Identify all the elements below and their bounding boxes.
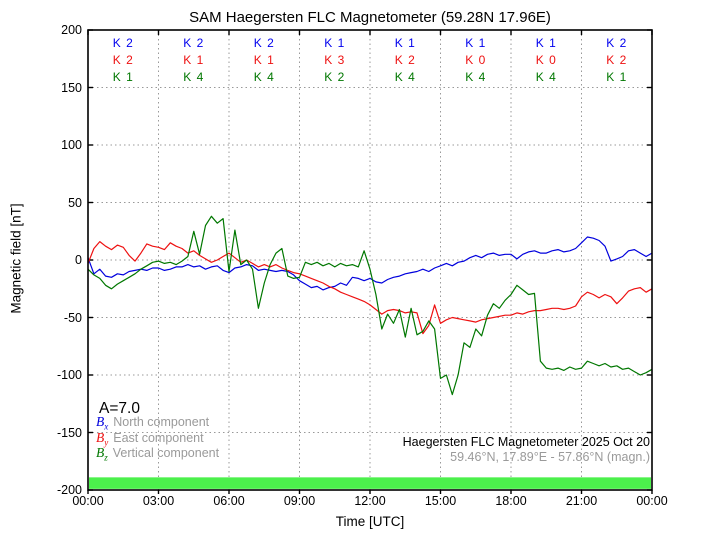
k-index-value-vertical: K 4 — [183, 70, 205, 84]
k-index-column-06-09: K 2 K 1 K 4 — [229, 35, 300, 87]
k-index-value-north: K 1 — [324, 36, 346, 50]
y-tick-label: -50 — [63, 310, 82, 325]
k-index-value-east: K 3 — [324, 53, 346, 67]
legend-symbol: By — [96, 429, 109, 448]
y-tick-label: 50 — [68, 195, 82, 210]
k-index-value-vertical: K 2 — [324, 70, 346, 84]
legend-item: Bz Vertical component — [96, 445, 220, 463]
k-index-column-18-21: K 1 K 0 K 4 — [511, 35, 582, 87]
y-axis-label: Magnetic field [nT] — [8, 203, 24, 314]
x-axis-label: Time [UTC] — [335, 514, 405, 529]
k-index-value-east: K 0 — [465, 53, 487, 67]
k-index-value-east: K 2 — [394, 53, 416, 67]
legend-symbol: Bz — [96, 445, 108, 463]
station-info-line2: 59.46°N, 17.89°E - 57.86°N (magn.) — [450, 450, 650, 464]
k-index-value-north: K 1 — [535, 36, 557, 50]
k-index-value-north: K 2 — [183, 36, 205, 50]
x-tick-label: 09:00 — [283, 494, 316, 508]
legend-item: By East component — [96, 429, 219, 448]
x-tick-label: 03:00 — [142, 494, 175, 508]
x-tick-label: 06:00 — [213, 494, 245, 508]
status-bar — [89, 477, 651, 489]
k-index-column-15-18: K 1 K 0 K 4 — [441, 35, 512, 87]
legend: Bx North component By East component Bz Verti… — [96, 414, 220, 463]
legend-symbol: Bx — [96, 414, 109, 432]
k-index-value-east: K 2 — [606, 53, 628, 67]
x-tick-label: 18:00 — [495, 494, 527, 508]
k-index-value-vertical: K 1 — [112, 70, 134, 84]
chart-title: SAM Haegersten FLC Magnetometer (59.28N … — [189, 9, 551, 26]
k-index-value-vertical: K 4 — [535, 70, 557, 84]
k-index-column-03-06: K 2 K 1 K 4 — [159, 35, 230, 87]
k-index-value-east: K 1 — [183, 53, 205, 67]
a-index-label: A=7.0 — [99, 400, 140, 417]
k-index-value-east: K 0 — [535, 53, 557, 67]
k-index-value-vertical: K 4 — [253, 70, 275, 84]
y-tick-label: -100 — [56, 368, 82, 382]
k-index-value-north: K 2 — [253, 36, 275, 50]
k-index-column-09-12: K 1 K 3 K 2 — [300, 35, 371, 87]
station-info-line1: Haegersten FLC Magnetometer 2025 Oct 20 — [402, 435, 650, 449]
x-tick-label: 15:00 — [424, 494, 457, 508]
legend-label: Vertical component — [112, 446, 220, 460]
legend-label: North component — [113, 415, 210, 429]
legend-label: East component — [113, 430, 204, 445]
y-tick-label: 0 — [75, 253, 82, 267]
k-index-value-vertical: K 1 — [606, 70, 628, 84]
k-index-value-vertical: K 4 — [394, 70, 416, 84]
axes-box — [87, 29, 653, 491]
y-tick-label: 100 — [61, 138, 82, 152]
legend-item: Bx North component — [96, 414, 219, 432]
y-tick-label: -200 — [56, 483, 82, 497]
k-index-column-21-24: K 2 K 2 K 1 — [582, 35, 653, 87]
station-info: Haegersten FLC Magnetometer 2025 Oct 20 … — [403, 435, 650, 465]
series-line-vertical — [87, 215, 653, 396]
x-tick-label: 21:00 — [565, 494, 598, 508]
k-index-value-east: K 1 — [253, 53, 275, 67]
y-tick-label: 200 — [61, 23, 82, 37]
k-index-value-vertical: K 4 — [465, 70, 487, 84]
k-index-value-east: K 2 — [112, 53, 134, 67]
k-index-value-north: K 2 — [112, 36, 134, 50]
x-tick-label: 12:00 — [354, 494, 386, 508]
x-tick-label: 00:00 — [72, 494, 104, 508]
x-tick-label: 00:00 — [636, 494, 668, 508]
k-index-column-00-03: K 2 K 2 K 1 — [88, 35, 159, 87]
k-index-value-north: K 2 — [606, 36, 628, 50]
series-line-east — [87, 241, 653, 335]
k-index-value-north: K 1 — [465, 36, 487, 50]
k-index-column-12-15: K 1 K 2 K 4 — [370, 35, 441, 87]
y-tick-label: 150 — [61, 80, 82, 95]
k-index-value-north: K 1 — [394, 36, 416, 50]
y-tick-label: -150 — [56, 425, 82, 440]
series-line-north — [87, 236, 653, 291]
